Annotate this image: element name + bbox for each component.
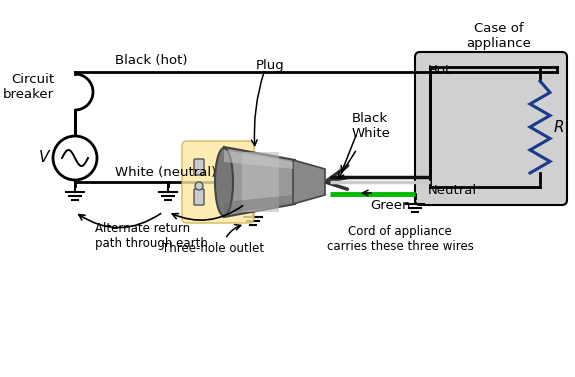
Polygon shape (224, 195, 293, 214)
Circle shape (195, 182, 203, 190)
Circle shape (53, 136, 97, 180)
FancyBboxPatch shape (244, 192, 262, 200)
Text: Three-hole outlet: Three-hole outlet (162, 242, 264, 255)
FancyBboxPatch shape (415, 52, 567, 205)
Polygon shape (224, 150, 293, 169)
Text: Case of
appliance: Case of appliance (466, 22, 531, 50)
Text: Alternate return
path through earth: Alternate return path through earth (95, 222, 208, 250)
Ellipse shape (215, 148, 233, 216)
Polygon shape (293, 160, 325, 204)
Text: V: V (39, 150, 49, 166)
Text: Plug: Plug (256, 59, 285, 72)
Text: White (neutral): White (neutral) (115, 166, 216, 179)
FancyBboxPatch shape (244, 164, 262, 172)
Text: Black: Black (352, 112, 388, 125)
Polygon shape (224, 147, 295, 217)
Text: Green: Green (370, 199, 411, 212)
Text: Black (hot): Black (hot) (115, 54, 187, 67)
Text: R: R (554, 120, 565, 135)
Text: Neutral: Neutral (428, 184, 477, 197)
FancyBboxPatch shape (194, 189, 204, 205)
Text: Hot: Hot (428, 64, 451, 77)
Text: Cord of appliance
carries these three wires: Cord of appliance carries these three wi… (327, 225, 473, 253)
Text: Circuit
breaker: Circuit breaker (3, 73, 54, 101)
Text: White: White (352, 127, 391, 140)
FancyBboxPatch shape (194, 159, 204, 175)
FancyBboxPatch shape (244, 179, 256, 186)
Polygon shape (242, 152, 279, 212)
FancyBboxPatch shape (182, 141, 254, 223)
